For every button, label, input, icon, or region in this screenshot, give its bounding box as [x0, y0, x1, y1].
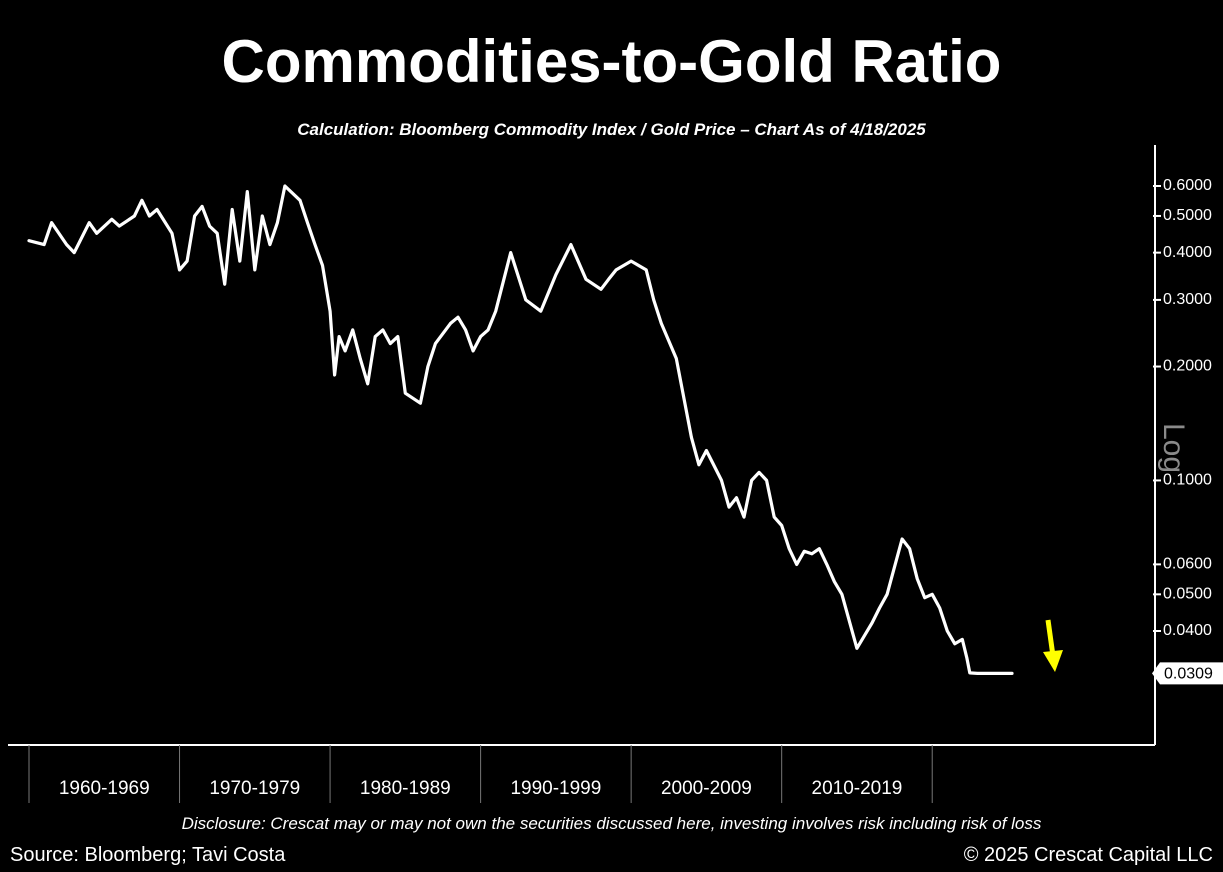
y-tick-label: 0.0500	[1163, 586, 1212, 603]
chart-subtitle: Calculation: Bloomberg Commodity Index /…	[297, 120, 926, 139]
y-tick-label: 0.0400	[1163, 622, 1212, 639]
series-line	[27, 184, 1014, 675]
last-value-box	[1152, 662, 1223, 685]
down-arrow-icon	[1043, 619, 1063, 672]
axes: 0.6000 0.5000 0.4000 0.3000 0.2000 0.1000 0.06…	[8, 145, 1223, 803]
decade-label: 2010-2019	[812, 778, 903, 799]
y-tick-label: 0.5000	[1163, 207, 1212, 224]
chart-title: Commodities-to-Gold Ratio	[221, 28, 1002, 95]
series-layer	[27, 184, 1014, 675]
decade-label: 1980-1989	[360, 778, 451, 799]
y-tick-label: 0.1000	[1163, 472, 1212, 489]
decade-label: 1970-1979	[209, 778, 300, 799]
last-value-label: 0.0309	[1164, 666, 1213, 683]
decade-label: 1990-1999	[510, 778, 601, 799]
copyright-text: © 2025 Crescat Capital LLC	[963, 844, 1213, 866]
y-tick-label: 0.4000	[1163, 244, 1212, 261]
disclosure-text: Disclosure: Crescat may or may not own t…	[181, 814, 1042, 833]
y-tick-label: 0.3000	[1163, 291, 1212, 308]
decade-label: 2000-2009	[661, 778, 752, 799]
source-text: Source: Bloomberg; Tavi Costa	[10, 844, 286, 866]
y-tick-label: 0.6000	[1163, 177, 1212, 194]
y-tick-label: 0.0600	[1163, 556, 1212, 573]
y-tick-label: 0.2000	[1163, 358, 1212, 375]
decade-label: 1960-1969	[59, 778, 150, 799]
last-value-tag: 0.0309	[1152, 662, 1223, 685]
log-scale-label: Log	[1157, 423, 1190, 473]
